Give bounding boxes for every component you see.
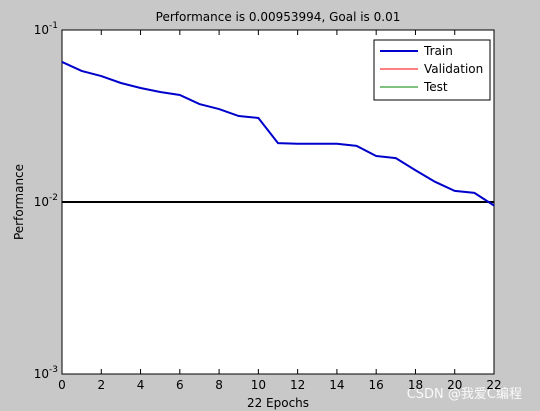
x-tick-label: 0	[58, 378, 66, 392]
legend-label: Train	[423, 44, 453, 58]
legend-label: Validation	[424, 62, 483, 76]
y-tick-label: 10-1	[34, 21, 58, 37]
x-tick-label: 16	[369, 378, 384, 392]
y-axis-label: Performance	[12, 164, 26, 240]
x-tick-label: 2	[97, 378, 105, 392]
y-tick-label: 10-3	[34, 365, 58, 381]
watermark: CSDN @我爱C编程	[407, 387, 522, 402]
legend-label: Test	[423, 80, 448, 94]
x-tick-label: 22	[486, 378, 501, 392]
x-tick-label: 14	[329, 378, 344, 392]
x-tick-label: 18	[408, 378, 423, 392]
x-axis-label: 22 Epochs	[247, 396, 309, 410]
x-tick-label: 20	[447, 378, 462, 392]
x-tick-label: 12	[290, 378, 305, 392]
y-tick-label: 10-2	[34, 193, 58, 209]
x-tick-label: 8	[215, 378, 223, 392]
chart-title: Performance is 0.00953994, Goal is 0.01	[156, 10, 401, 24]
series-line	[61, 61, 495, 207]
x-tick-label: 10	[251, 378, 266, 392]
x-tick-label: 4	[137, 378, 145, 392]
x-tick-label: 6	[176, 378, 184, 392]
